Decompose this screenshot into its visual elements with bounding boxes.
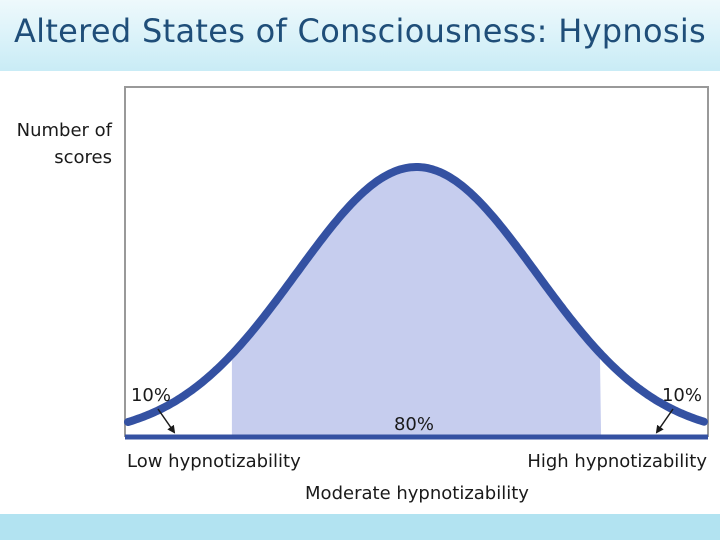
moderate-hypnotizability-label: Moderate hypnotizability (305, 483, 529, 504)
y-axis-label-line-2: scores (54, 147, 112, 168)
middle-region-fill (231, 167, 602, 437)
right-tail-arrow (655, 408, 674, 434)
plot-frame (124, 86, 709, 437)
high-hypnotizability-label: High hypnotizability (527, 451, 707, 472)
slide-title: Altered States of Consciousness: Hypnosi… (13, 12, 707, 50)
title-bar (0, 0, 720, 71)
middle-percent-label: 80% (394, 414, 434, 435)
right-tail-percent-label: 10% (662, 385, 702, 406)
left-tail-percent-label: 10% (131, 385, 171, 406)
bottom-bar (0, 514, 720, 540)
bell-curve (124, 163, 708, 426)
y-axis-label-line-1: Number of (17, 120, 113, 141)
left-tail-arrow (157, 408, 176, 434)
low-hypnotizability-label: Low hypnotizability (127, 451, 301, 472)
